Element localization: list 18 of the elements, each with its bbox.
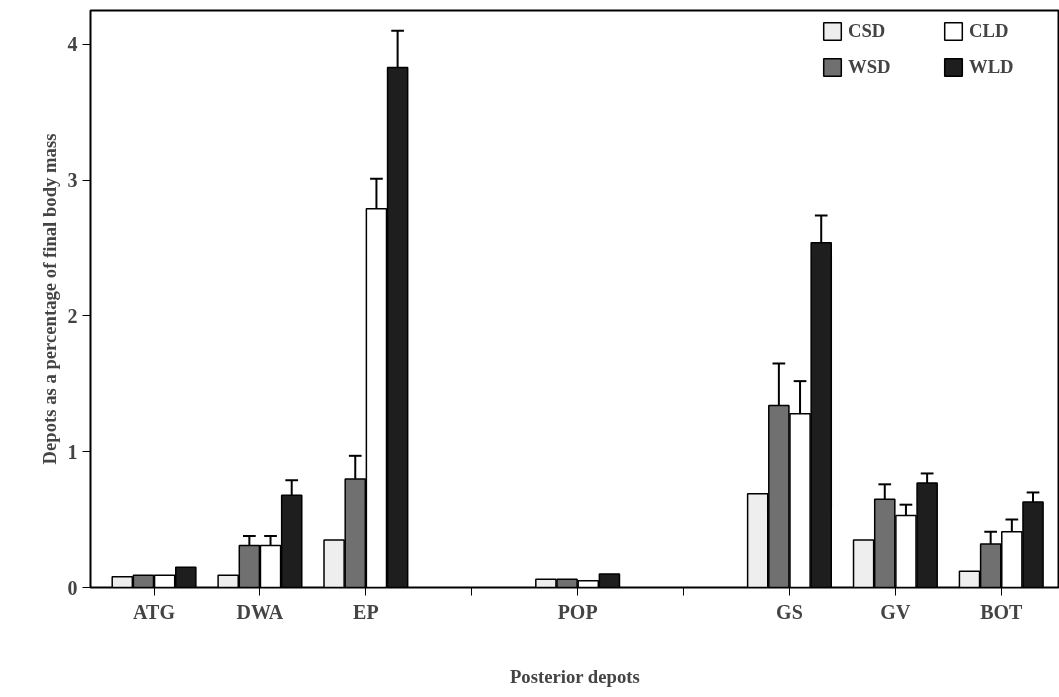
y-tick-label: 3 — [67, 169, 78, 192]
legend-label: CLD — [969, 20, 1010, 42]
legend-label: WLD — [969, 56, 1015, 78]
y-axis-title: Depots as a percentage of final body mass — [38, 133, 60, 465]
y-tick-label: 0 — [67, 576, 78, 599]
x-tick-label: POP — [557, 600, 598, 623]
x-tick-label: EP — [353, 600, 379, 623]
y-tick-label: 1 — [67, 440, 78, 463]
x-tick-label: ATG — [133, 600, 176, 623]
y-tick-label: 2 — [67, 304, 78, 327]
x-tick-label: GV — [880, 600, 911, 623]
x-tick-label: GS — [776, 600, 803, 623]
x-axis-title: Posterior depots — [509, 665, 640, 687]
x-tick-label: DWA — [236, 600, 284, 623]
y-tick-label: 4 — [67, 33, 78, 56]
x-tick-label: BOT — [980, 600, 1024, 623]
legend-label: WSD — [848, 56, 892, 78]
legend-label: CSD — [848, 20, 887, 42]
